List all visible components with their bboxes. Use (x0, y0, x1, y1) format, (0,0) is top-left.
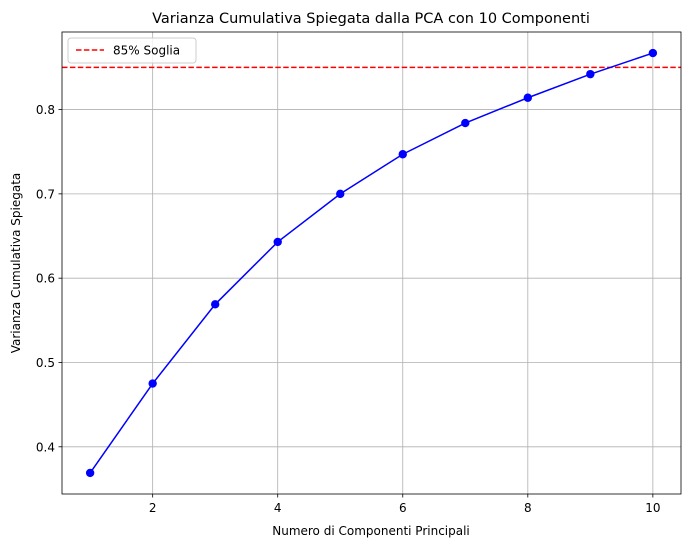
data-point (273, 237, 282, 247)
data-point (336, 189, 345, 199)
data-point (523, 93, 533, 102)
x-tick-label: 2 (149, 501, 157, 515)
data-point (148, 379, 157, 388)
x-tick-label: 6 (399, 501, 407, 515)
x-tick-label: 4 (274, 501, 282, 515)
y-tick-label: 0.7 (36, 187, 55, 201)
data-point (648, 48, 658, 58)
x-tick-label: 10 (645, 501, 660, 515)
legend: 85% Soglia (67, 37, 197, 64)
data-point (398, 150, 407, 159)
y-tick-label: 0.8 (36, 103, 55, 117)
x-axis-label: Numero di Componenti Principali (272, 524, 470, 538)
legend-threshold-label: 85% Soglia (113, 44, 180, 58)
y-tick-label: 0.5 (36, 356, 55, 370)
legend-box (67, 37, 197, 64)
y-tick-label: 0.4 (36, 440, 55, 454)
series-line (89, 52, 654, 474)
series-group (85, 48, 658, 478)
chart-title: Varianza Cumulativa Spiegata dalla PCA c… (152, 11, 590, 27)
data-point (461, 118, 470, 128)
data-point (210, 300, 220, 309)
data-point (85, 468, 95, 478)
data-point (586, 69, 595, 79)
plot-area-frame (61, 31, 682, 495)
ticks: 2 4 6 8 10 0.4 0.5 0.6 0.7 0.8 (36, 103, 661, 515)
y-tick-label: 0.6 (36, 272, 55, 286)
grid (62, 32, 681, 494)
x-tick-label: 8 (524, 501, 532, 515)
y-axis-label: Varianza Cumulativa Spiegata (9, 173, 23, 354)
